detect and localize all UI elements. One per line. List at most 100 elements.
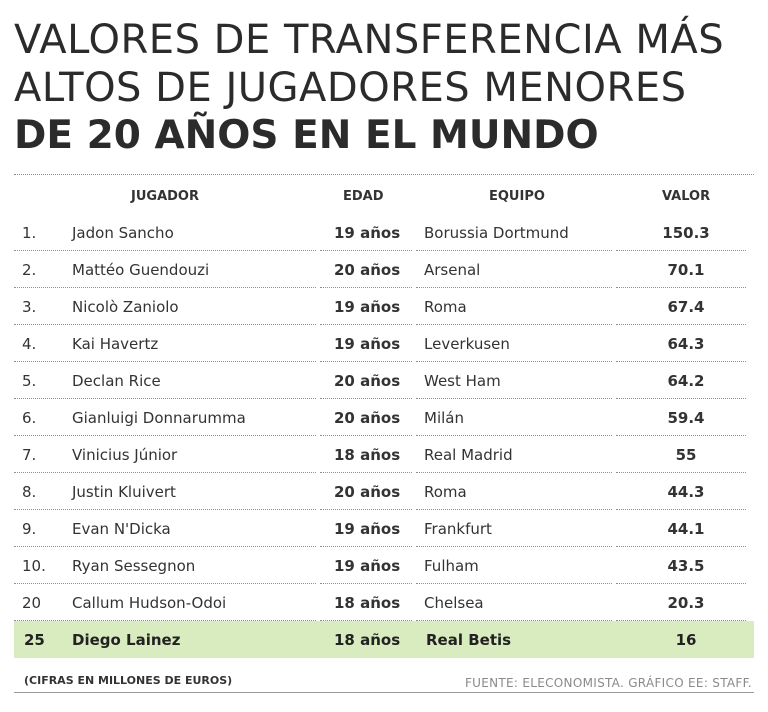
rank-cell: 6.: [22, 409, 37, 427]
title-line-3: DE 20 AÑOS EN EL MUNDO: [14, 113, 599, 158]
row-divider: [14, 472, 316, 473]
value-cell: 44.3: [667, 483, 705, 501]
row-divider: [616, 546, 746, 547]
player-cell: Gianluigi Donnarumma: [72, 409, 246, 427]
row-divider: [616, 398, 746, 399]
value-cell: 70.1: [667, 261, 705, 279]
rank-cell: 4.: [22, 335, 37, 353]
value-cell: 150.3: [662, 224, 710, 242]
player-cell: Nicolò Zaniolo: [72, 298, 179, 316]
rank-cell: 1.: [22, 224, 37, 242]
age-cell: 19 años: [334, 335, 401, 353]
table-row: 7. Vinicius Júnior 18 años Real Madrid 55: [14, 436, 754, 473]
row-divider: [320, 250, 412, 251]
footer: (CIFRAS EN MILLONES DE EUROS) FUENTE: EL…: [14, 672, 754, 694]
table-row: 4. Kai Havertz 19 años Leverkusen 64.3: [14, 325, 754, 362]
row-divider: [616, 509, 746, 510]
row-divider: [416, 546, 612, 547]
age-cell: 18 años: [334, 446, 401, 464]
row-divider: [416, 509, 612, 510]
table-row: 9. Evan N'Dicka 19 años Frankfurt 44.1: [14, 510, 754, 547]
row-divider: [416, 583, 612, 584]
player-cell: Callum Hudson-Odoi: [72, 594, 227, 612]
header-team: EQUIPO: [489, 189, 545, 204]
age-cell: 20 años: [334, 409, 401, 427]
row-divider: [14, 583, 316, 584]
rank-cell: 20: [22, 594, 42, 612]
header-value: VALOR: [662, 189, 711, 204]
player-cell: Declan Rice: [72, 372, 161, 390]
player-cell: Justin Kluivert: [72, 483, 176, 501]
table-row: 2. Mattéo Guendouzi 20 años Arsenal 70.1: [14, 251, 754, 288]
row-divider: [320, 287, 412, 288]
age-cell: 19 años: [334, 520, 401, 538]
rank-cell: 3.: [22, 298, 37, 316]
table-row: 3. Nicolò Zaniolo 19 años Roma 67.4: [14, 288, 754, 325]
footer-divider: [14, 692, 754, 693]
age-cell: 18 años: [334, 631, 401, 649]
player-cell: Jadon Sancho: [72, 224, 174, 242]
value-cell: 55: [675, 446, 697, 464]
team-cell: Borussia Dortmund: [424, 224, 569, 242]
row-divider: [320, 509, 412, 510]
row-divider: [616, 583, 746, 584]
rank-cell: 8.: [22, 483, 37, 501]
table-header: JUGADOR EDAD EQUIPO VALOR: [14, 178, 754, 214]
table-body: 1. Jadon Sancho 19 años Borussia Dortmund 15…: [14, 214, 754, 658]
title-line-2: ALTOS DE JUGADORES MENORES: [14, 65, 687, 111]
table-row: 20 Callum Hudson-Odoi 18 años Chelsea 20.3: [14, 584, 754, 621]
value-cell: 20.3: [667, 594, 705, 612]
team-cell: Arsenal: [424, 261, 481, 279]
row-divider: [416, 324, 612, 325]
row-divider: [320, 620, 412, 621]
team-cell: Real Madrid: [424, 446, 513, 464]
table-row-highlighted: 25 Diego Lainez 18 años Real Betis 16: [14, 621, 754, 658]
row-divider: [14, 361, 316, 362]
age-cell: 20 años: [334, 261, 401, 279]
top-divider: [14, 174, 754, 175]
title-line-1: VALORES DE TRANSFERENCIA MÁS: [14, 17, 725, 63]
team-cell: Fulham: [424, 557, 479, 575]
team-cell: Frankfurt: [424, 520, 492, 538]
rank-cell: 10.: [22, 557, 46, 575]
row-divider: [320, 546, 412, 547]
value-cell: 16: [675, 631, 697, 649]
row-divider: [320, 324, 412, 325]
row-divider: [14, 250, 316, 251]
row-divider: [616, 287, 746, 288]
row-divider: [14, 546, 316, 547]
row-divider: [416, 472, 612, 473]
team-cell: Roma: [424, 483, 467, 501]
team-cell: Leverkusen: [424, 335, 510, 353]
table-row: 6. Gianluigi Donnarumma 20 años Milán 59.4: [14, 399, 754, 436]
player-cell: Kai Havertz: [72, 335, 159, 353]
chart-title: VALORES DE TRANSFERENCIA MÁS ALTOS DE JU…: [14, 16, 754, 160]
team-cell: West Ham: [424, 372, 501, 390]
rank-cell: 25: [24, 631, 45, 649]
row-divider: [14, 620, 316, 621]
header-player: JUGADOR: [131, 189, 199, 204]
row-divider: [14, 324, 316, 325]
value-cell: 67.4: [667, 298, 705, 316]
row-divider: [416, 435, 612, 436]
value-cell: 64.2: [667, 372, 705, 390]
age-cell: 20 años: [334, 372, 401, 390]
row-divider: [416, 361, 612, 362]
table-row: 8. Justin Kluivert 20 años Roma 44.3: [14, 473, 754, 510]
rank-cell: 9.: [22, 520, 37, 538]
rank-cell: 5.: [22, 372, 37, 390]
rank-cell: 2.: [22, 261, 37, 279]
header-age: EDAD: [343, 189, 384, 204]
player-cell: Evan N'Dicka: [72, 520, 171, 538]
transfer-table: JUGADOR EDAD EQUIPO VALOR 1. Jadon Sancho…: [14, 178, 754, 658]
row-divider: [616, 472, 746, 473]
table-row: 5. Declan Rice 20 años West Ham 64.2: [14, 362, 754, 399]
value-cell: 44.1: [667, 520, 705, 538]
team-cell: Milán: [424, 409, 464, 427]
row-divider: [320, 472, 412, 473]
team-cell: Real Betis: [426, 631, 512, 649]
source-credit: FUENTE: ELECONOMISTA. GRÁFICO EE: STAFF.: [464, 676, 752, 690]
row-divider: [14, 287, 316, 288]
row-divider: [14, 398, 316, 399]
row-divider: [416, 398, 612, 399]
